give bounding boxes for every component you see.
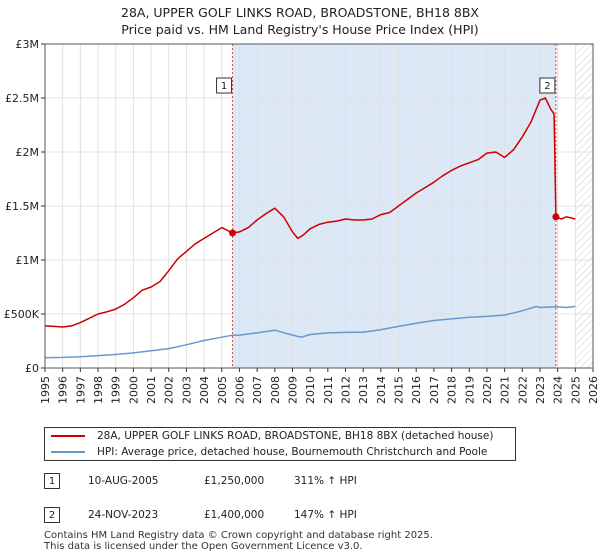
x-tick-label: 2004: [198, 376, 211, 404]
x-tick-label: 2026: [587, 376, 600, 404]
y-tick-label: £2M: [16, 146, 40, 159]
x-tick-label: 2014: [375, 376, 388, 404]
x-tick-label: 2023: [534, 376, 547, 404]
x-tick-label: 2006: [233, 376, 246, 404]
x-tick-label: 2024: [552, 376, 565, 404]
sale-badge: 1: [44, 473, 60, 489]
x-tick-label: 2001: [145, 376, 158, 404]
price-chart: 1 2 1995 1996 1997 1998 1999 2000 2001 2002 2003 2…: [4, 38, 600, 404]
plot-frame: [44, 43, 594, 369]
x-tick-label: 2007: [251, 376, 264, 404]
title-line-2: Price paid vs. HM Land Registry's House …: [121, 22, 479, 37]
footer-licence: This data is licensed under the Open Gov…: [44, 541, 363, 552]
x-tick-label: 2022: [516, 376, 529, 404]
x-tick-label: 2019: [463, 376, 476, 404]
x-tick-label: 1999: [110, 376, 123, 404]
sale-label: 2: [544, 81, 550, 92]
hpi-line: [45, 305, 576, 359]
x-tick-label: 2016: [410, 376, 423, 404]
x-tick-label: 2015: [393, 376, 406, 404]
x-tick-label: 2025: [569, 376, 582, 404]
x-tick-label: 2013: [357, 376, 370, 404]
sale-hpi-change: 311% ↑ HPI: [294, 475, 357, 487]
y-tick-label: £2.5M: [5, 92, 39, 105]
y-tick-label: £500K: [4, 308, 40, 321]
sale-point: [552, 213, 560, 221]
x-tick-label: 2012: [340, 376, 353, 404]
y-tick-label: £1M: [16, 254, 40, 267]
sale-price: £1,400,000: [204, 509, 265, 521]
sale-label-box: [539, 77, 556, 94]
x-tick-label: 1995: [39, 376, 52, 404]
legend-label-property: 28A, UPPER GOLF LINKS ROAD, BROADSTONE, …: [97, 430, 494, 442]
sale-badge: 2: [44, 507, 60, 523]
property-price-line: [45, 97, 576, 328]
legend-label-hpi: HPI: Average price, detached house, Bour…: [97, 446, 488, 458]
x-tick-label: 2010: [304, 376, 317, 404]
sale-label: 1: [221, 81, 227, 92]
y-tick-label: £0: [25, 362, 39, 375]
x-tick-label: 2000: [127, 376, 140, 404]
legend-swatch-hpi: [51, 451, 85, 453]
sale-label-box: [216, 77, 233, 94]
footer: Contains HM Land Registry data © Crown c…: [44, 530, 433, 552]
sale-hpi-change: 147% ↑ HPI: [294, 509, 357, 521]
sale-price: £1,250,000: [204, 475, 265, 487]
x-tick-label: 2020: [481, 376, 494, 404]
sale-point: [229, 229, 237, 237]
y-tick-label: £1.5M: [5, 200, 39, 213]
x-tick-label: 2002: [163, 376, 176, 404]
x-tick-label: 2005: [216, 376, 229, 404]
x-tick-label: 1997: [74, 376, 87, 404]
sale-date: 24-NOV-2023: [88, 509, 159, 521]
footer-copyright: Contains HM Land Registry data © Crown c…: [44, 530, 433, 541]
legend: 28A, UPPER GOLF LINKS ROAD, BROADSTONE, …: [44, 427, 516, 461]
x-tick-label: 1998: [92, 376, 105, 404]
x-tick-label: 2009: [286, 376, 299, 404]
sale-date: 10-AUG-2005: [88, 475, 159, 487]
x-tick-label: 2018: [446, 376, 459, 404]
x-tick-label: 1996: [57, 376, 70, 404]
legend-item-hpi: HPI: Average price, detached house, Bour…: [51, 444, 487, 460]
x-tick-label: 2021: [499, 376, 512, 404]
legend-item-property: 28A, UPPER GOLF LINKS ROAD, BROADSTONE, …: [51, 428, 493, 444]
legend-swatch-property: [51, 435, 85, 437]
x-tick-label: 2003: [180, 376, 193, 404]
x-tick-label: 2011: [322, 376, 335, 404]
y-tick-label: £3M: [16, 38, 40, 51]
x-tick-label: 2017: [428, 376, 441, 404]
title-line-1: 28A, UPPER GOLF LINKS ROAD, BROADSTONE, …: [121, 5, 479, 20]
chart-title: 28A, UPPER GOLF LINKS ROAD, BROADSTONE, …: [0, 4, 600, 38]
x-tick-label: 2008: [269, 376, 282, 404]
